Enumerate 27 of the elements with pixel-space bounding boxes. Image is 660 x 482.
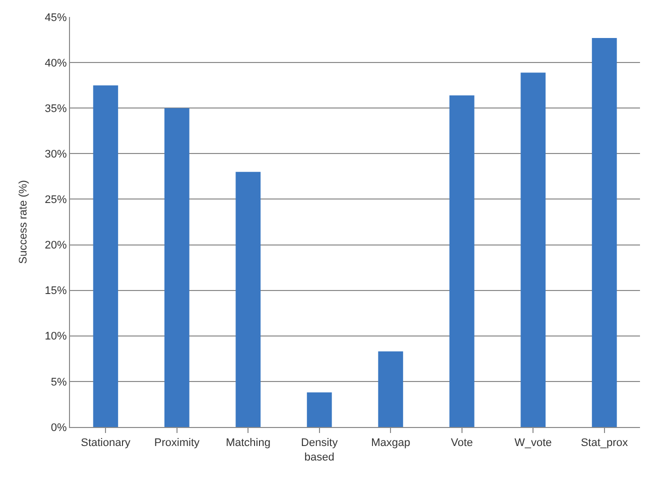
x-tick-label: Maxgap [371,437,410,450]
y-tick-label: 25% [44,194,68,206]
bar [236,172,261,427]
x-tick-label: Matching [226,437,270,450]
y-tick-label: 5% [50,376,68,388]
y-tick-label: 45% [44,12,68,24]
y-tick-label: 0% [50,422,68,434]
y-tick-label: 40% [44,57,68,70]
bar [520,72,546,427]
y-axis-title: Success rate (%) [17,180,30,264]
y-tick-label: 10% [44,330,68,343]
bar [592,38,617,427]
x-tick-label: Proximity [154,437,200,450]
x-tick-label: Vote [450,437,473,450]
bar [164,108,190,427]
bar [378,351,404,427]
y-tick-label: 30% [44,148,68,161]
y-tick-label: 35% [44,102,68,115]
x-tick-label: Density based [301,437,338,464]
bar [306,392,332,427]
bar [93,85,118,427]
x-tick-label: Stationary [80,437,131,450]
y-tick-label: 20% [44,240,68,252]
x-tick-label: W_vote [514,437,552,450]
y-tick-label: 15% [44,285,68,298]
bar [449,95,474,427]
x-tick-label: Stat_prox [580,437,628,450]
